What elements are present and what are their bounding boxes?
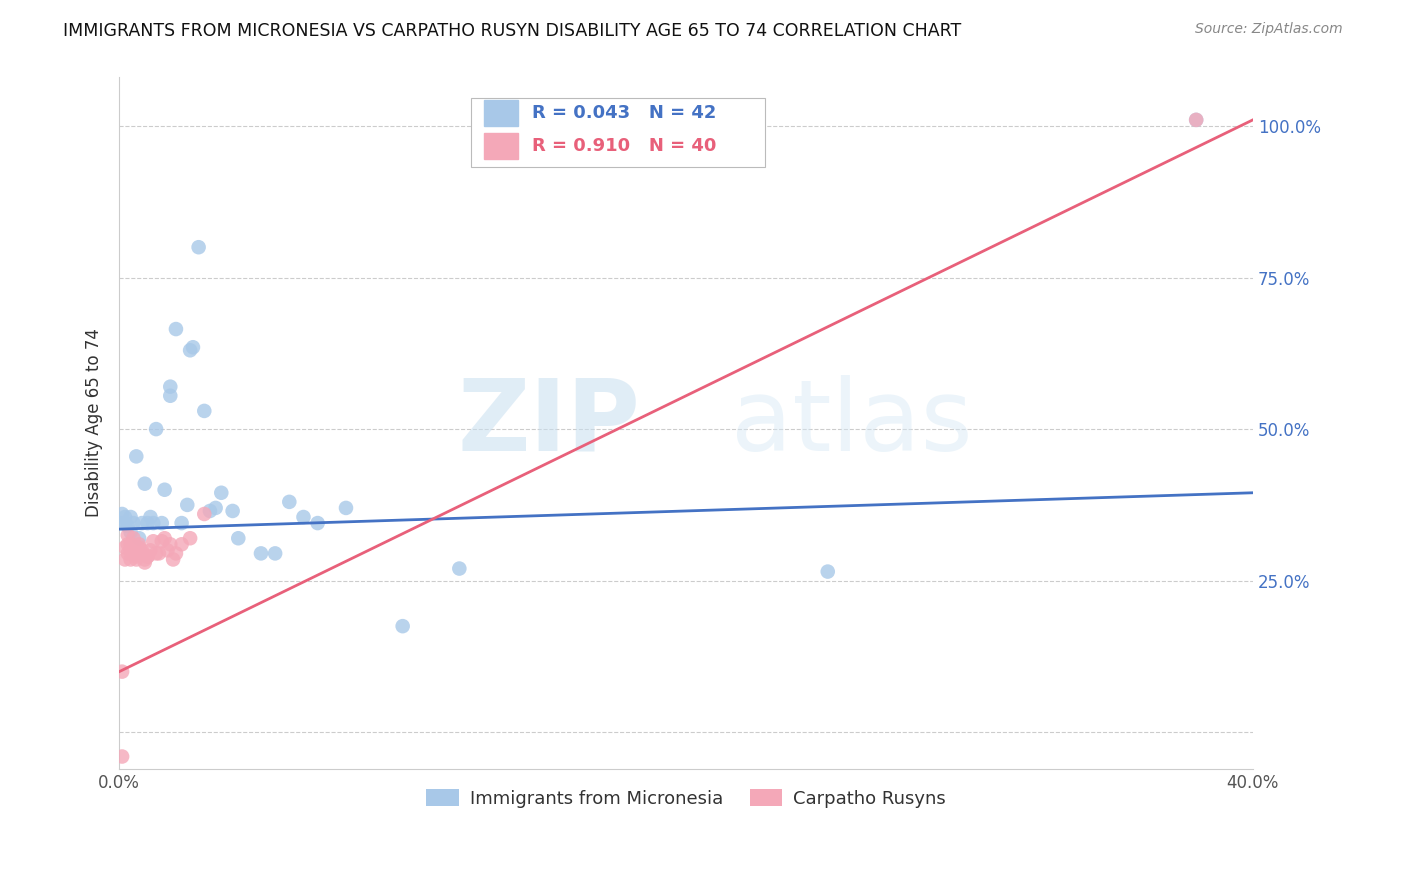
Point [120,537,142,551]
Point [264,546,287,560]
Point [134,476,156,491]
Point [122,543,145,558]
Point [179,343,201,358]
Point [198,504,221,518]
Point [204,500,226,515]
Point [131,516,153,530]
Point [159,537,181,551]
Point [145,422,167,436]
Point [114,541,136,555]
Point [170,516,193,530]
Point [150,534,173,549]
Point [136,549,159,564]
Bar [484,100,519,126]
Text: Source: ZipAtlas.com: Source: ZipAtlas.com [1195,22,1343,37]
Point [181,340,204,354]
Point [125,549,148,564]
Point [120,510,142,524]
Point [292,510,315,524]
Point [120,552,142,566]
Point [391,619,413,633]
Point [114,516,136,530]
Point [125,450,148,464]
Y-axis label: Disability Age 65 to 74: Disability Age 65 to 74 [86,328,103,517]
Point [156,543,179,558]
Text: R = 0.043   N = 42: R = 0.043 N = 42 [531,103,716,121]
Text: atlas: atlas [731,375,973,472]
Point [221,504,243,518]
Point [226,531,249,545]
Point [128,546,150,560]
Point [117,537,139,551]
Text: IMMIGRANTS FROM MICRONESIA VS CARPATHO RUSYN DISABILITY AGE 65 TO 74 CORRELATION: IMMIGRANTS FROM MICRONESIA VS CARPATHO R… [63,22,962,40]
Point [145,546,167,560]
Point [170,537,193,551]
Point [176,498,198,512]
Point [193,404,215,418]
Point [165,546,187,560]
Point [125,552,148,566]
Point [209,485,232,500]
Point [159,379,181,393]
Point [120,543,142,558]
Point [128,531,150,545]
Text: ZIP: ZIP [458,375,641,472]
Point [111,507,134,521]
Point [131,543,153,558]
Point [187,240,209,254]
Point [122,531,145,545]
Point [148,546,170,560]
Point [114,552,136,566]
Point [278,495,301,509]
Point [136,516,159,530]
Point [128,537,150,551]
Point [117,546,139,560]
Legend: Immigrants from Micronesia, Carpatho Rusyns: Immigrants from Micronesia, Carpatho Rus… [419,782,953,815]
Point [179,531,201,545]
Point [307,516,329,530]
Point [134,552,156,566]
FancyBboxPatch shape [471,98,765,168]
Point [1185,112,1208,127]
Point [250,546,273,560]
Point [111,665,134,679]
Point [139,543,162,558]
Point [120,525,142,540]
Point [142,534,165,549]
Point [335,500,357,515]
Point [117,519,139,533]
Point [134,556,156,570]
Point [131,546,153,560]
Bar [484,133,519,159]
Point [122,546,145,560]
Point [1185,112,1208,127]
Point [125,541,148,555]
Point [159,389,181,403]
Point [153,483,176,497]
Point [111,516,134,530]
Point [114,510,136,524]
Point [142,516,165,530]
Point [817,565,839,579]
Point [153,531,176,545]
Point [111,749,134,764]
Point [122,516,145,530]
Point [136,549,159,564]
Point [165,322,187,336]
Point [128,541,150,555]
Point [193,507,215,521]
Point [131,546,153,560]
Point [139,510,162,524]
Point [449,561,471,575]
Text: R = 0.910   N = 40: R = 0.910 N = 40 [531,136,716,155]
Point [150,516,173,530]
Point [117,528,139,542]
Point [162,552,184,566]
